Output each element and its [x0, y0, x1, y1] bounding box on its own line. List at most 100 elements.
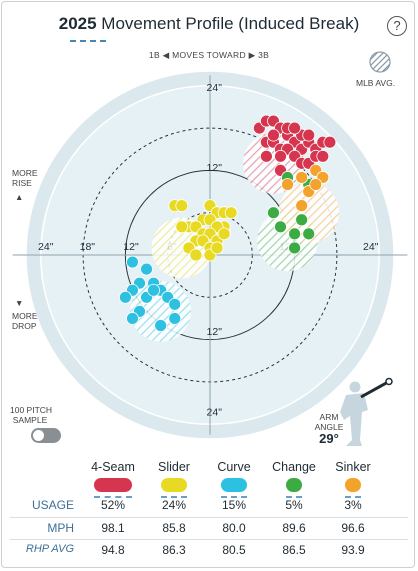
- moves-mid: MOVES TOWARD: [172, 50, 246, 60]
- table-cell: 85.8: [162, 521, 186, 535]
- pitch-name-4-seam[interactable]: 4-Seam: [91, 460, 135, 474]
- more-rise-text: MORE RISE: [12, 168, 38, 188]
- table-cell: 96.6: [341, 521, 365, 535]
- table-cell: 5%: [285, 498, 303, 512]
- tick-label-left-12: 12": [123, 241, 139, 253]
- pitch-name-slider[interactable]: Slider: [158, 460, 190, 474]
- pitch-point-slider: [189, 248, 203, 262]
- pitch-point-change: [295, 213, 309, 227]
- pitcher-arm-angle-icon: [340, 377, 393, 446]
- pitch-point-4-seam: [288, 121, 302, 135]
- pitch-color-swatch-4-seam: [94, 478, 132, 492]
- arm-angle-label: ARM ANGLE: [314, 412, 344, 432]
- row-label-usage: USAGE: [31, 498, 74, 512]
- pitch-point-slider: [175, 220, 189, 234]
- tick-label-left-18: 18": [80, 241, 96, 253]
- pitch-point-sinker: [295, 199, 309, 213]
- table-cell: 89.6: [282, 521, 306, 535]
- pitch-point-curve: [168, 312, 182, 325]
- pitch-sample-label: 100 PITCH SAMPLE: [10, 405, 53, 425]
- title-text: Movement Profile (Induced Break): [101, 14, 360, 33]
- table-cell: 80.0: [222, 521, 246, 535]
- help-glyph: ?: [393, 18, 401, 33]
- pitch-name-change[interactable]: Change: [272, 460, 316, 474]
- pitch-point-change: [288, 227, 302, 241]
- tick-label-right-24: 24": [363, 241, 379, 253]
- pitch-point-curve: [126, 255, 139, 269]
- pitch-point-curve: [126, 312, 139, 325]
- tick-label-bottom-24: 24": [207, 407, 223, 419]
- pitch-point-curve: [147, 283, 161, 297]
- pitch-point-4-seam: [274, 149, 287, 163]
- more-drop-text: MORE DROP: [12, 311, 38, 331]
- pitch-point-curve: [168, 297, 182, 311]
- pitch-underline-slider: [161, 496, 187, 498]
- moves-left: 1B ◀: [148, 50, 170, 60]
- drop-arrow-icon: ▼: [15, 298, 24, 308]
- rise-arrow-icon: ▲: [15, 192, 24, 202]
- row-divider: [10, 517, 408, 518]
- pitch-point-4-seam: [267, 128, 280, 142]
- pitch-point-4-seam: [316, 149, 330, 163]
- row-label-rhp-avg: RHP AVG: [25, 543, 74, 555]
- pitch-point-change: [274, 220, 287, 234]
- pitch-underline-4-seam: [94, 496, 132, 498]
- year-label: 2025: [58, 14, 97, 33]
- more-drop-label: ▼ MORE DROP: [12, 298, 38, 331]
- tick-label-bottom-12: 12": [207, 326, 223, 338]
- mlb-average-hatch-icon: [369, 51, 391, 73]
- pitch-point-sinker: [309, 178, 323, 191]
- pitch-sample-toggle[interactable]: [31, 428, 61, 443]
- table-cell: 24%: [161, 498, 187, 512]
- pitch-color-swatch-change: [286, 478, 302, 492]
- pitch-point-slider: [217, 227, 231, 241]
- pitch-point-curve: [140, 262, 153, 276]
- pitch-color-swatch-sinker: [345, 478, 361, 492]
- pitch-underline-sinker: [345, 496, 361, 498]
- pitch-point-slider: [210, 241, 224, 255]
- table-cell: 3%: [344, 498, 362, 512]
- pitch-point-change: [302, 227, 316, 241]
- pitch-point-slider: [175, 199, 189, 213]
- table-cell: 98.1: [101, 521, 125, 535]
- tick-label-top-12: 12": [207, 162, 223, 174]
- table-cell: 94.8: [101, 543, 125, 557]
- page-title: 2025 Movement Profile (Induced Break): [0, 14, 418, 34]
- pitch-point-curve: [154, 319, 168, 332]
- pitch-name-sinker[interactable]: Sinker: [335, 460, 371, 474]
- pitch-underline-change: [286, 496, 302, 498]
- help-icon[interactable]: ?: [387, 16, 407, 36]
- pitch-point-curve: [119, 290, 132, 304]
- table-cell: 86.3: [162, 543, 186, 557]
- year-underline: [70, 40, 106, 42]
- pitch-point-4-seam: [323, 135, 337, 149]
- moves-toward-label: 1B ◀ MOVES TOWARD ▶ 3B: [0, 50, 418, 61]
- pitch-point-sinker: [281, 178, 294, 191]
- pitch-color-swatch-slider: [161, 478, 187, 492]
- pitch-underline-curve: [221, 496, 247, 498]
- pitch-point-4-seam: [259, 149, 273, 163]
- mlb-average-label: MLB AVG.: [356, 78, 396, 88]
- toggle-knob: [33, 430, 44, 441]
- pitch-name-curve[interactable]: Curve: [217, 460, 251, 474]
- table-cell: 93.9: [341, 543, 365, 557]
- pitch-point-slider: [224, 206, 238, 220]
- table-cell: 86.5: [282, 543, 306, 557]
- pitch-point-change: [267, 206, 280, 220]
- row-label-mph: MPH: [47, 521, 74, 535]
- row-divider: [10, 539, 408, 540]
- tick-label-top-24: 24": [207, 82, 223, 94]
- table-cell: 15%: [221, 498, 247, 512]
- movement-chart: 24"12"12"24"24"18"12"6"12"24": [12, 71, 408, 446]
- pitch-point-sinker: [295, 171, 309, 184]
- pitch-color-swatch-curve: [221, 478, 247, 492]
- arm-angle-value: 29°: [319, 431, 339, 446]
- pitch-point-4-seam: [302, 128, 316, 142]
- more-rise-label: MORE RISE ▲: [12, 168, 38, 202]
- table-cell: 52%: [100, 498, 126, 512]
- tick-label-left-24: 24": [38, 241, 54, 253]
- table-cell: 80.5: [222, 543, 246, 557]
- pitch-point-change: [288, 241, 302, 255]
- moves-right: ▶ 3B: [248, 50, 270, 60]
